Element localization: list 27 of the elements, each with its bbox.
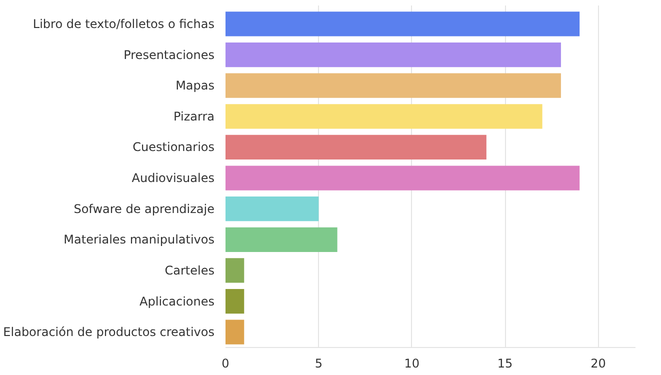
bar [226, 227, 338, 252]
y-tick-label: Carteles [164, 263, 215, 278]
bar [226, 134, 486, 160]
y-tick-label: Presentaciones [124, 48, 214, 62]
bar [226, 104, 542, 129]
y-tick-label: Aplicaciones [140, 294, 215, 308]
bar [226, 73, 561, 98]
x-tick-label: 5 [314, 356, 323, 370]
x-tick-label: 20 [590, 356, 606, 370]
y-tick-label: Materiales manipulativos [64, 232, 214, 247]
bar [226, 12, 580, 36]
y-tick-label: Audiovisuales [132, 171, 215, 186]
x-tick-label: 0 [222, 356, 230, 370]
y-tick-label: Sofware de aprendizaje [74, 202, 215, 216]
bar [226, 320, 244, 344]
y-tick-label: Pizarra [174, 109, 214, 124]
x-tick-label: 15 [497, 356, 513, 370]
y-tick-label: Cuestionarios [132, 140, 215, 154]
x-tick-label: 10 [404, 356, 420, 370]
y-tick-label: Mapas [176, 78, 215, 93]
bar [226, 196, 319, 222]
bar [226, 166, 580, 190]
bar [226, 42, 561, 68]
bar [226, 288, 244, 314]
y-tick-label: Elaboración de productos creativos [3, 325, 215, 340]
y-tick-label: Libro de texto/folletos o fichas [32, 16, 215, 31]
bar [226, 258, 244, 283]
